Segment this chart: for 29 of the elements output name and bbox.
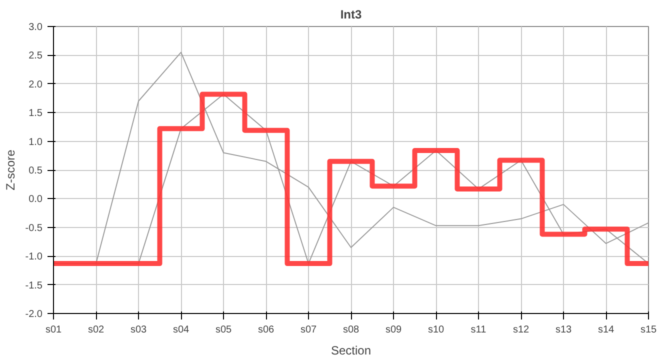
x-tick-label: s08	[342, 324, 360, 336]
x-tick-label: s03	[130, 324, 147, 336]
y-tick-label: 0.5	[28, 166, 43, 176]
x-tick-label: s05	[215, 324, 232, 336]
y-tick-label: -0.5	[25, 222, 43, 234]
y-tick-label: 2.0	[28, 79, 43, 90]
y-tick-label: 3.0	[28, 22, 43, 33]
y-tick-label: -1.5	[25, 280, 43, 292]
x-tick-label: s13	[555, 324, 572, 336]
chart-title: Int3	[340, 8, 362, 22]
x-tick-label: s12	[512, 324, 530, 336]
x-tick-label: s04	[172, 324, 190, 336]
x-tick-label: s02	[88, 324, 104, 336]
y-tick-label: 1.5	[28, 108, 43, 120]
x-tick-label: s15	[640, 324, 657, 336]
y-tick-label: -2.0	[25, 309, 43, 320]
y-axis-title: Z-score	[3, 149, 18, 190]
x-tick-label: s07	[300, 324, 317, 336]
y-tick-label: 0.0	[28, 194, 43, 206]
x-tick-label: s10	[428, 324, 444, 336]
y-tick-label: -1.0	[25, 252, 43, 263]
x-axis-title: Section	[330, 344, 372, 358]
y-tick-label: 1.0	[28, 136, 43, 148]
y-tick-label: 2.5	[28, 50, 43, 62]
x-tick-label: s09	[385, 324, 402, 336]
x-tick-label: s06	[258, 324, 274, 336]
x-tick-label: s14	[598, 324, 614, 336]
x-tick-label: s01	[45, 324, 62, 336]
x-tick-label: s11	[470, 324, 487, 336]
